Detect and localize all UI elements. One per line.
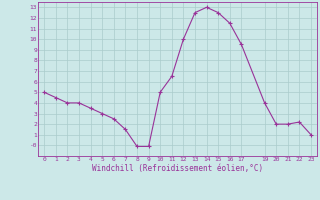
X-axis label: Windchill (Refroidissement éolien,°C): Windchill (Refroidissement éolien,°C): [92, 164, 263, 173]
